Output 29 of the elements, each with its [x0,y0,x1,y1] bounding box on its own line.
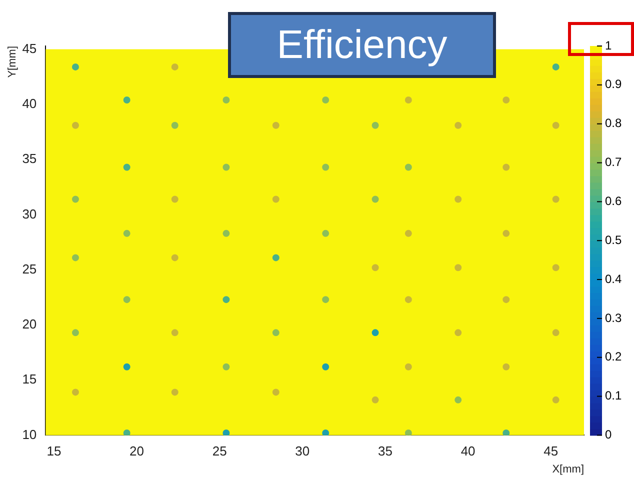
y-tick-label: 45 [22,40,37,56]
x-tick-label: 20 [130,444,144,459]
x-axis-title: X[mm] [552,463,584,476]
color-bar-label: 0.3 [605,310,622,325]
y-tick-label: 35 [22,151,37,166]
color-bar-label: 0.7 [605,155,622,170]
y-tick-label: 15 [22,372,37,387]
color-bar-label: 0.1 [605,388,622,403]
x-tick-label: 15 [46,444,62,459]
color-bar-label: 0.8 [605,116,622,130]
y-tick-label: 10 [22,426,37,442]
color-bar-label: 0.6 [605,194,622,208]
color-bar-label: 1 [605,38,612,52]
x-tick-label: 30 [295,444,310,459]
x-tick-label: 25 [212,444,227,459]
x-tick-label: 45 [544,444,558,459]
y-axis-title: Y[mm] [6,46,19,78]
color-bar-label: 0.2 [605,350,622,364]
x-tick-label: 35 [378,444,392,459]
y-tick-label: 40 [22,96,37,112]
color-bar-label: 0.4 [605,272,622,286]
y-tick-label: 30 [22,206,37,222]
y-tick-label: 20 [22,316,37,332]
y-tick-label: 25 [22,261,37,276]
chart-title: Efficiency [228,12,496,78]
color-bar-label: 0 [605,428,612,442]
x-tick-label: 40 [460,444,476,459]
color-bar-label: 0.5 [605,232,622,247]
color-bar-label: 0.9 [605,77,622,92]
